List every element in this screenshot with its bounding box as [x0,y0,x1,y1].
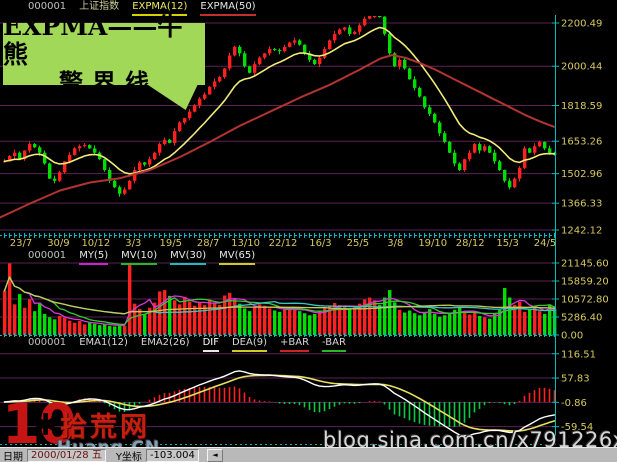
axis-label: -0.86 [561,398,587,409]
date-axis-label: 28/7 [197,238,219,249]
indicator-legend: EXPMA(50) [200,1,256,16]
axis-label: 57.83 [561,374,590,385]
macd-pane-header: 000001 EMA1(12) EMA2(26) DIF DEA(9) +BAR -BAR [28,337,346,352]
stock-code: 000001 [28,1,67,12]
date-axis-label: 24/5 [534,238,556,249]
indicator-legend: +BAR [280,337,310,352]
stock-name: 上证指数 [79,1,120,12]
date-axis-label: 10/12 [81,238,110,249]
date-axis-label: 19/5 [159,238,181,249]
date-axis-label: 16/3 [309,238,331,249]
indicator-legend: MV(30) [170,250,207,265]
axis-label: 2200.49 [561,19,602,30]
annotation-line2: 警界线 [59,67,158,97]
indicator-legend: MY(5) [79,250,109,265]
indicator-legend: -BAR [322,337,346,352]
status-bar: 日期 2000/01/28 五 Y坐标 -103.004 ◄ [0,447,617,462]
axis-label: 0.00 [561,331,583,342]
volume-pane-header: 000001 MY(5) MV(10) MV(30) MV(65) [28,250,256,265]
axis-label: 1242.12 [561,226,602,237]
axis-label: 1818.59 [561,101,602,112]
date-axis-label: 25/5 [347,238,369,249]
scroll-left-button[interactable]: ◄ [206,448,223,462]
date-axis-label: 30/9 [47,238,69,249]
indicator-legend: DEA(9) [231,337,267,352]
indicator-legend: EMA1(12) [79,337,128,348]
date-axis-label: 15/3 [496,238,518,249]
axis-label: 1502.96 [561,169,602,180]
indicator-legend: EMA2(26) [140,337,190,348]
logo-number: 10 [2,392,77,456]
price-pane-header: 000001 上证指数 EXPMA(12) EXPMA(50) [28,1,256,16]
date-axis-label: 22/12 [269,238,298,249]
indicator-legend: DIF [202,337,219,352]
shihuang-logo: 10 ✱ 拾荒网 Huang.CN [2,392,159,459]
y-coord-label: Y坐标 [115,451,142,462]
logo-site-name: 拾荒网 [60,412,150,443]
axis-label: -59.54 [561,422,593,433]
gear-icon: ✱ [33,408,59,443]
axis-label: 5286.40 [561,313,602,324]
date-axis-label: 13/10 [231,238,260,249]
axis-label: 2000.44 [561,62,602,73]
annotation-line1: EXPMA——牛熊 [3,11,183,69]
indicator-legend: MV(10) [121,250,158,265]
stock-code: 000001 [28,250,67,261]
date-axis-label: 3/3 [125,238,141,249]
axis-label: 15859.20 [561,277,609,288]
axis-label: 21145.60 [561,259,609,270]
date-value: 2000/01/28 五 [27,448,106,462]
axis-label: 1653.26 [561,137,602,148]
y-coord-value: -103.004 [145,448,199,462]
indicator-legend: EXPMA(12) [132,1,188,16]
date-axis-label: 3/8 [387,238,403,249]
date-axis-label: 23/7 [10,238,32,249]
axis-label: 116.51 [561,349,596,360]
axis-label: 1366.33 [561,199,602,210]
axis-label: 10572.80 [561,295,609,306]
date-axis-label: 19/10 [418,238,447,249]
indicator-legend: MV(65) [219,250,256,265]
date-axis-label: 28/12 [456,238,485,249]
stock-code: 000001 [28,337,67,348]
date-label: 日期 [3,451,23,462]
annotation-callout: EXPMA——牛熊 警界线 [3,12,205,96]
